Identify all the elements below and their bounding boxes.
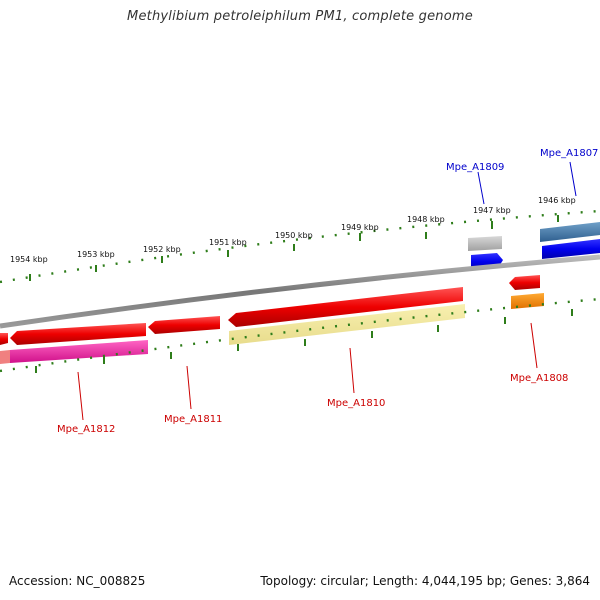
cds-reverse-arrow[interactable]: [0, 333, 8, 345]
label-leader-line: [530, 322, 538, 369]
tick-label: 1949 kbp: [341, 223, 379, 232]
genome-backbone: [0, 254, 600, 329]
gene-khaki-feature[interactable]: [229, 304, 465, 345]
gene-pink-feature[interactable]: [0, 350, 10, 364]
cds-reverse-arrow[interactable]: [509, 275, 540, 290]
accession-text: Accession: NC_008825: [9, 574, 146, 588]
gene-label-mpe-a1808[interactable]: Mpe_A1808: [510, 373, 568, 384]
gene-grey-feature[interactable]: [468, 236, 502, 251]
tick-label: 1953 kbp: [77, 250, 115, 259]
gene-label-mpe-a1810[interactable]: Mpe_A1810: [327, 398, 385, 409]
tick-label: 1950 kbp: [275, 231, 313, 240]
tick-label: 1952 kbp: [143, 245, 181, 254]
cds-forward-arrow[interactable]: [542, 239, 600, 259]
outer-ruler-major-ticks: [29, 215, 559, 281]
map-title: Methylibium petroleiphilum PM1, complete…: [127, 9, 473, 24]
outer-ruler-track: [0, 209, 600, 284]
tick-label: 1947 kbp: [473, 206, 511, 215]
gene-label-mpe-a1812[interactable]: Mpe_A1812: [57, 424, 115, 435]
label-leader-line: [186, 365, 192, 410]
gene-label-mpe-a1811[interactable]: Mpe_A1811: [164, 414, 222, 425]
label-leader-line: [477, 171, 485, 205]
cds-reverse-arrow[interactable]: [10, 323, 146, 345]
label-leader-line: [349, 347, 355, 394]
gene-pink-feature[interactable]: [10, 340, 148, 363]
gene-label-mpe-a1807[interactable]: Mpe_A1807: [540, 148, 598, 159]
tick-label: 1946 kbp: [538, 196, 576, 205]
tick-label: 1948 kbp: [407, 215, 445, 224]
tick-label: 1954 kbp: [10, 255, 48, 264]
label-leader-line: [569, 161, 577, 197]
gene-orange-feature[interactable]: [511, 293, 544, 309]
tick-label: 1951 kbp: [209, 238, 247, 247]
gene-steel-feature[interactable]: [540, 222, 600, 242]
inner-ruler-major-ticks: [35, 309, 573, 373]
ruler-tick-labels: 1954 kbp 1953 kbp 1952 kbp 1951 kbp 1950…: [10, 196, 576, 264]
gene-label-mpe-a1809[interactable]: Mpe_A1809: [446, 162, 504, 173]
label-leader-line: [77, 371, 84, 421]
cds-reverse-arrow[interactable]: [148, 316, 220, 334]
cds-reverse-arrow[interactable]: [228, 287, 463, 327]
genome-summary-text: Topology: circular; Length: 4,044,195 bp…: [260, 574, 590, 588]
